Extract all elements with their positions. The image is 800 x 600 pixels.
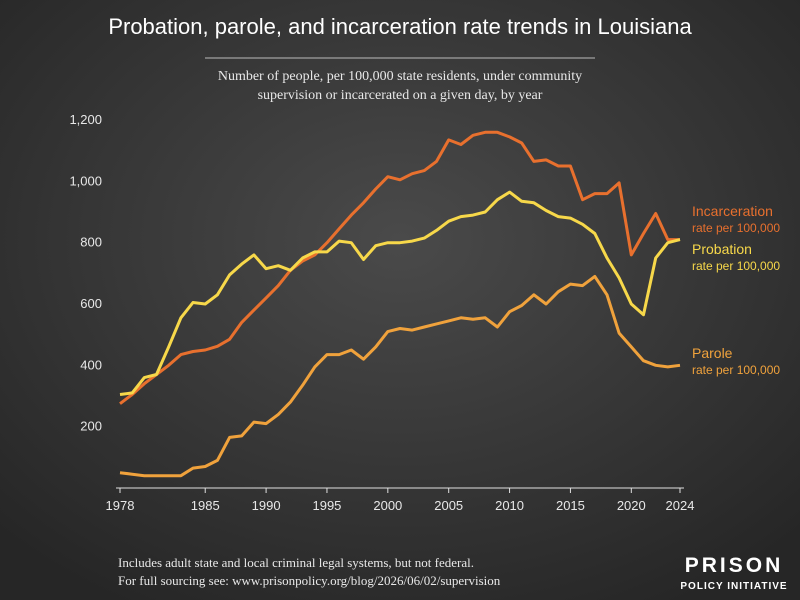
legend-sublabel: rate per 100,000 <box>692 259 780 273</box>
x-tick-label: 2010 <box>495 498 524 513</box>
legend-sublabel: rate per 100,000 <box>692 363 780 377</box>
footnote: Includes adult state and local criminal … <box>118 555 474 570</box>
y-tick-label: 600 <box>80 296 102 311</box>
x-tick-label: 1990 <box>252 498 281 513</box>
x-tick-label: 2024 <box>666 498 695 513</box>
x-tick-label: 2000 <box>373 498 402 513</box>
y-tick-label: 1,000 <box>69 173 102 188</box>
series-line <box>119 130 680 405</box>
subtitle: supervision or incarcerated on a given d… <box>258 88 543 103</box>
x-tick-label: 1995 <box>312 498 341 513</box>
series-line <box>119 190 681 396</box>
x-tick-label: 2020 <box>617 498 646 513</box>
y-tick-label: 1,200 <box>69 112 102 127</box>
legend-label: Incarceration <box>692 203 773 219</box>
legend-sublabel: rate per 100,000 <box>692 221 780 235</box>
series-line <box>119 274 681 478</box>
logo: POLICY INITIATIVE <box>680 581 787 592</box>
x-tick-label: 1978 <box>106 498 135 513</box>
x-tick-label: 2005 <box>434 498 463 513</box>
y-tick-label: 400 <box>80 357 102 372</box>
chart-title: Probation, parole, and incarceration rat… <box>108 14 692 39</box>
legend-label: Probation <box>692 241 752 257</box>
logo: PRISON <box>685 554 784 577</box>
y-tick-label: 200 <box>80 419 102 434</box>
legend-label: Parole <box>692 345 733 361</box>
subtitle: Number of people, per 100,000 state resi… <box>218 69 582 84</box>
x-tick-label: 2015 <box>556 498 585 513</box>
footnote: For full sourcing see: www.prisonpolicy.… <box>118 573 501 588</box>
y-tick-label: 800 <box>80 235 102 250</box>
x-tick-label: 1985 <box>191 498 220 513</box>
